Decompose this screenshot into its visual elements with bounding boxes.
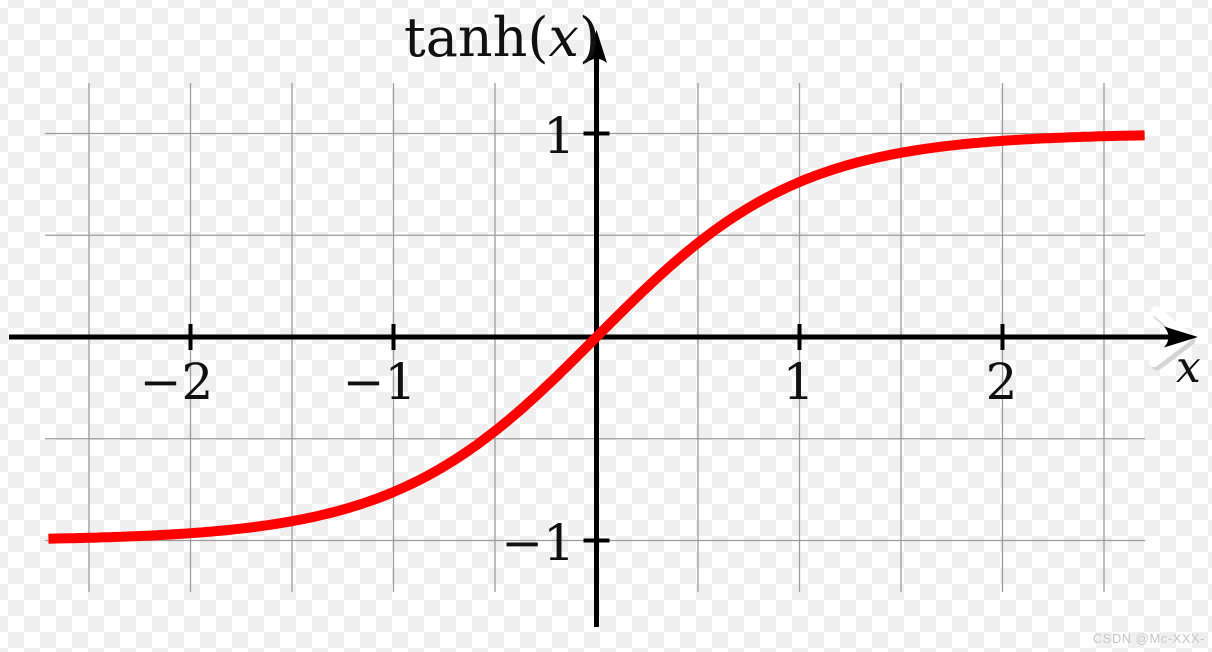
title-variable-text: x — [548, 6, 579, 69]
tanh-curve-line — [47, 130, 1146, 544]
chart-title: tanh(x) — [404, 6, 600, 69]
y-tick-label: −1 — [501, 513, 575, 572]
x-tick-label: −2 — [139, 353, 214, 411]
y-axis-arrowhead — [586, 30, 607, 63]
x-axis-arrowhead — [1164, 326, 1198, 348]
x-tick-label: 2 — [985, 353, 1018, 411]
title-function-text: tanh( — [404, 6, 549, 69]
x-tick-label: −1 — [342, 353, 417, 411]
y-tick-label: 1 — [543, 106, 575, 165]
tanh-curve — [47, 130, 1146, 544]
x-axis-label: x — [1176, 342, 1201, 393]
title-close-paren: ) — [579, 6, 601, 69]
x-axis-label-text: x — [1176, 342, 1201, 393]
watermark: CSDN @Mc-XXX- — [1092, 631, 1205, 646]
x-tick-label: 1 — [782, 353, 815, 411]
